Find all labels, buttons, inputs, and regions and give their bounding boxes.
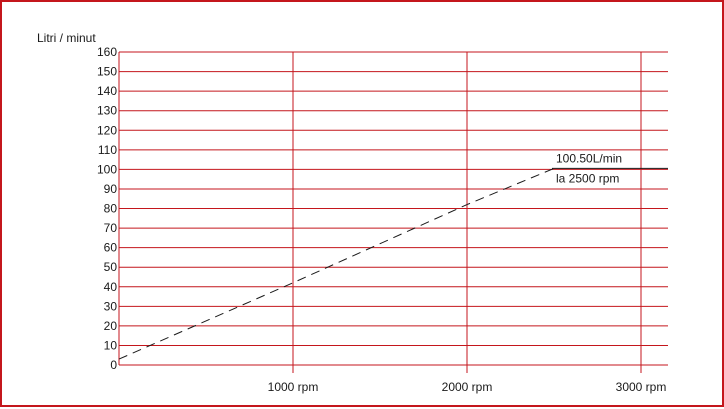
- y-tick-label: 70: [104, 221, 118, 235]
- y-tick-label: 50: [104, 260, 118, 274]
- y-tick-label: 10: [104, 338, 118, 352]
- y-tick-label: 20: [104, 319, 118, 333]
- series-group: [118, 167, 555, 360]
- annotation: 100.50L/min la 2500 rpm: [552, 151, 668, 185]
- y-tick-label: 80: [104, 202, 118, 216]
- x-tick-label: 3000 rpm: [616, 380, 667, 394]
- y-tick-label: 130: [97, 104, 117, 118]
- x-tick-label: 1000 rpm: [268, 380, 319, 394]
- y-tick-label: 30: [104, 299, 118, 313]
- annotation-rpm-label: la 2500 rpm: [556, 171, 619, 185]
- y-tick-label: 110: [98, 143, 117, 157]
- y-tick-label: 0: [110, 358, 117, 372]
- horizontal-gridlines: [119, 51, 668, 366]
- x-tick-label: 2000 rpm: [442, 380, 493, 394]
- y-tick-label: 120: [97, 123, 117, 137]
- y-tick-label: 60: [104, 241, 118, 255]
- y-axis-title: Litri / minut: [37, 31, 96, 45]
- y-tick-label: 90: [104, 182, 118, 196]
- y-axis-tick-labels: 0 10 20 30 40 50 60 70 80 90 100 110 120 130 140 150 160: [97, 45, 117, 372]
- y-tick-label: 150: [97, 65, 117, 79]
- vertical-gridlines: [118, 52, 642, 373]
- y-tick-label: 100: [97, 162, 117, 176]
- y-tick-label: 40: [104, 280, 118, 294]
- series-line-0: [118, 167, 555, 360]
- y-tick-label: 140: [97, 84, 117, 98]
- x-axis-tick-labels: 1000 rpm 2000 rpm 3000 rpm: [268, 380, 667, 394]
- annotation-value-label: 100.50L/min: [556, 151, 622, 165]
- y-tick-label: 160: [97, 45, 117, 59]
